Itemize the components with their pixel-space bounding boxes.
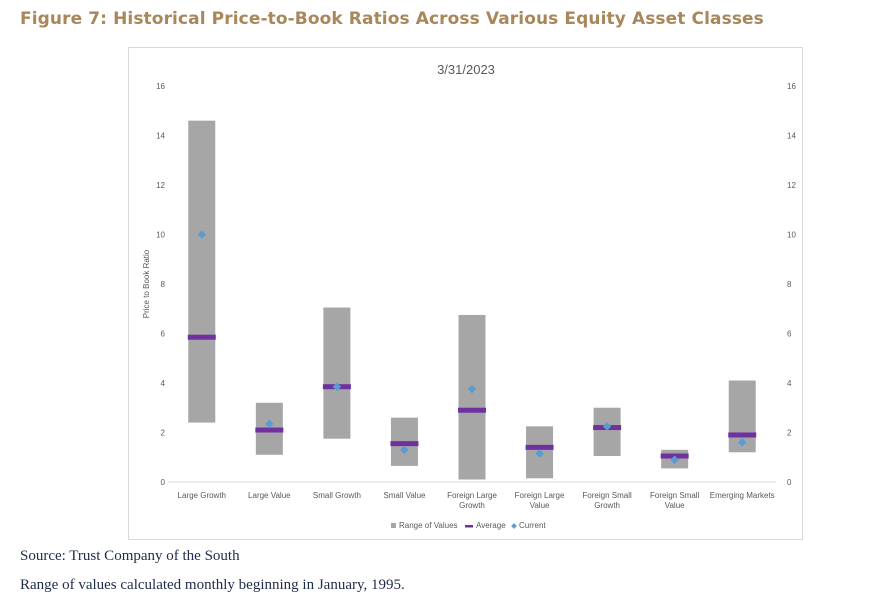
y-tick-label-left: 4 (161, 379, 166, 388)
y-axis-label: Price to Book Ratio (142, 249, 151, 318)
legend-range-label: Range of Values (399, 521, 458, 530)
chart-marks (187, 120, 757, 480)
average-marker (255, 427, 284, 433)
y-tick-label-right: 14 (787, 132, 796, 141)
range-bar (188, 120, 216, 423)
category-label: Growth (594, 501, 620, 510)
category-label: Large Growth (178, 491, 226, 500)
average-marker (458, 407, 486, 413)
category-label: Foreign Small (650, 491, 700, 500)
chart-container: 3/31/2023 Price to Book Ratio 0 2 4 6 8 10 12 1… (128, 47, 803, 540)
category-label: Small Value (383, 491, 426, 500)
average-marker (728, 432, 757, 438)
range-bar (323, 307, 351, 439)
y-tick-label-right: 8 (787, 280, 792, 289)
y-tick-label-left: 6 (161, 330, 166, 339)
current-point (535, 449, 544, 458)
current-point (670, 455, 679, 464)
legend-average-swatch (465, 525, 473, 528)
y-tick-label-right: 6 (787, 330, 792, 339)
y-tick-label-right: 0 (787, 478, 792, 487)
current-point (737, 438, 747, 447)
left-tick-labels: 0 2 4 6 8 10 12 14 16 (156, 82, 165, 487)
y-tick-label-right: 16 (787, 82, 796, 91)
category-label: Small Growth (313, 491, 361, 500)
legend-range-swatch (391, 523, 396, 528)
category-label: Large Value (248, 491, 291, 500)
current-point (467, 384, 477, 394)
current-point (197, 230, 207, 239)
category-label: Value (665, 501, 685, 510)
current-point (400, 445, 409, 455)
average-marker (525, 444, 554, 450)
legend-average-label: Average (476, 521, 506, 530)
y-tick-label-right: 10 (787, 231, 796, 240)
chart-title: 3/31/2023 (437, 62, 495, 77)
category-label: Foreign Small (582, 491, 632, 500)
y-tick-label-left: 12 (156, 181, 165, 190)
legend: Range of Values Average Current (391, 521, 546, 530)
right-tick-labels: 0 2 4 6 8 10 12 14 16 (787, 82, 796, 487)
category-label: Value (530, 501, 550, 510)
category-label: Foreign Large (447, 491, 497, 500)
category-label: Foreign Large (515, 491, 565, 500)
range-bar (458, 314, 486, 480)
source-note: Source: Trust Company of the South (20, 548, 240, 564)
y-tick-label-right: 2 (787, 429, 792, 438)
y-tick-label-left: 0 (161, 478, 166, 487)
current-point (265, 419, 274, 429)
average-marker (187, 334, 216, 340)
range-note: Range of values calculated monthly begin… (20, 577, 405, 593)
category-label: Growth (459, 501, 485, 510)
y-tick-label-left: 14 (156, 132, 165, 141)
category-labels: Large Growth Large Value Small Growth Small… (178, 491, 775, 510)
y-tick-label-left: 2 (161, 429, 166, 438)
figure-title: Figure 7: Historical Price-to-Book Ratio… (20, 9, 764, 29)
y-tick-label-right: 4 (787, 379, 792, 388)
y-tick-label-left: 16 (156, 82, 165, 91)
y-tick-label-left: 10 (156, 231, 165, 240)
current-point (332, 382, 342, 391)
legend-current-label: Current (519, 521, 546, 530)
y-tick-label-right: 12 (787, 181, 796, 190)
average-marker (390, 441, 419, 447)
y-tick-label-left: 8 (161, 280, 166, 289)
range-bar (593, 407, 621, 457)
legend-current-swatch (511, 523, 517, 529)
current-point (602, 422, 612, 431)
category-label: Emerging Markets (710, 491, 775, 500)
price-to-book-chart: 3/31/2023 Price to Book Ratio 0 2 4 6 8 10 12 1… (142, 62, 796, 530)
